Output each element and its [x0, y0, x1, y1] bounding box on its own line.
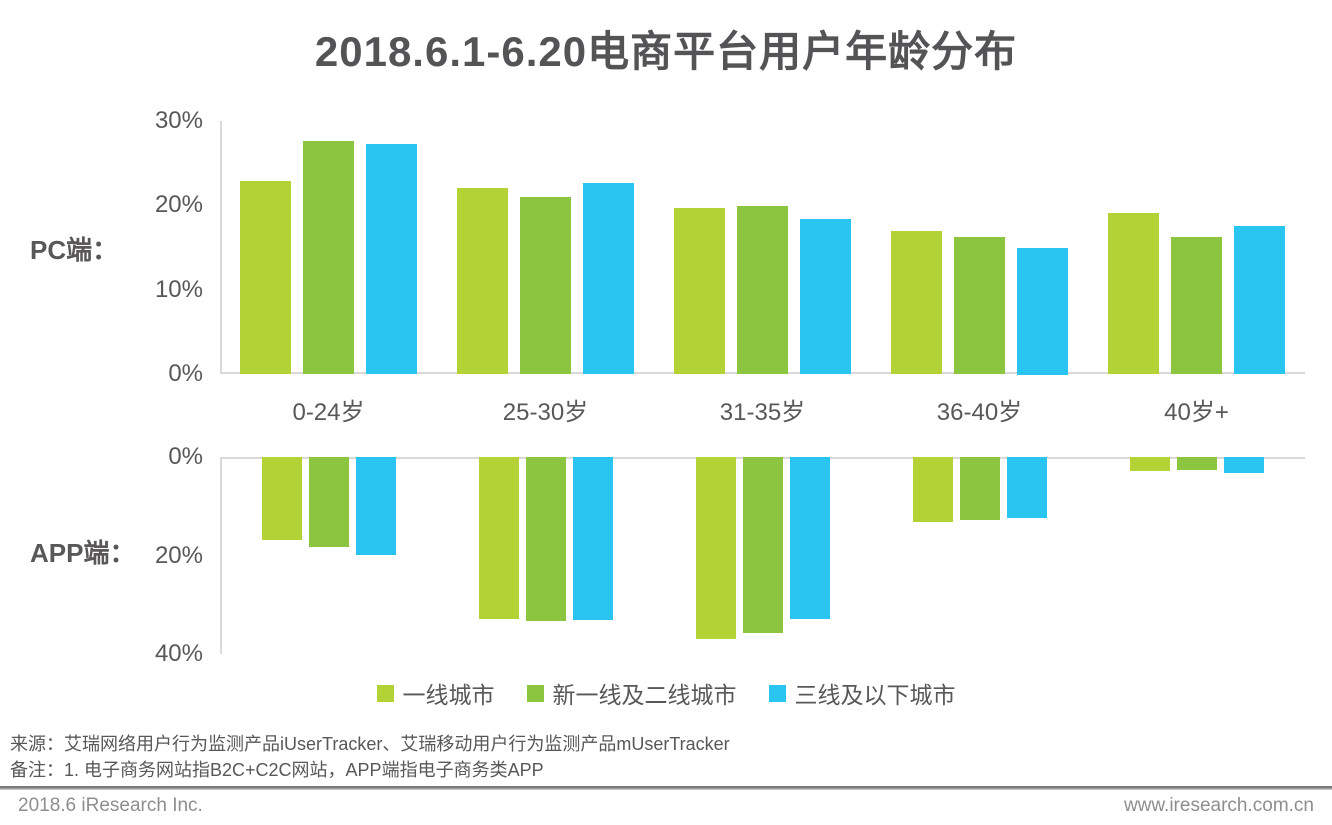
category-label: 25-30岁 [502, 399, 589, 426]
bar-pc-0-24岁-新一线及二线城市 [303, 141, 354, 374]
bar-app-31-35岁-一线城市 [696, 457, 736, 639]
bar-pc-0-24岁-一线城市 [240, 181, 291, 374]
bar-app-40岁+-一线城市 [1130, 457, 1170, 471]
note-line: 备注：1. 电子商务网站指B2C+C2C网站，APP端指电子商务类APP [10, 760, 544, 780]
divider-line [0, 786, 1332, 790]
bar-pc-0-24岁-三线及以下城市 [366, 144, 417, 374]
source-note-block: 来源：艾瑞网络用户行为监测产品iUserTracker、艾瑞移动用户行为监测产品… [10, 731, 1310, 783]
pc-side-label: PC端： [30, 235, 119, 265]
bar-pc-25-30岁-一线城市 [457, 188, 508, 374]
bar-app-36-40岁-一线城市 [913, 457, 953, 522]
legend-label: 三线及以下城市 [794, 682, 956, 708]
bar-pc-25-30岁-三线及以下城市 [583, 183, 634, 374]
bar-pc-36-40岁-一线城市 [891, 231, 942, 374]
legend-label: 一线城市 [402, 682, 495, 708]
legend-item: 一线城市 [376, 676, 495, 710]
bar-app-31-35岁-新一线及二线城市 [743, 457, 783, 633]
bar-app-25-30岁-三线及以下城市 [573, 457, 613, 620]
category-label: 40岁+ [1164, 399, 1229, 426]
bar-pc-25-30岁-新一线及二线城市 [520, 197, 571, 374]
bar-app-25-30岁-一线城市 [479, 457, 519, 619]
bar-pc-31-35岁-一线城市 [674, 208, 725, 374]
legend-swatch-icon [768, 684, 786, 702]
legend-swatch-icon [376, 684, 394, 702]
bar-app-40岁+-三线及以下城市 [1224, 457, 1264, 473]
bar-app-0-24岁-三线及以下城市 [356, 457, 396, 555]
bar-app-36-40岁-新一线及二线城市 [960, 457, 1000, 520]
bar-pc-40岁+-一线城市 [1108, 213, 1159, 374]
bar-app-31-35岁-三线及以下城市 [790, 457, 830, 619]
source-line: 来源：艾瑞网络用户行为监测产品iUserTracker、艾瑞移动用户行为监测产品… [10, 734, 730, 754]
pc-ytick-label: 30% [154, 107, 203, 134]
legend-label: 新一线及二线城市 [552, 682, 737, 708]
pc-ytick-label: 20% [154, 191, 203, 218]
legend-item: 新一线及二线城市 [526, 676, 737, 710]
legend: 一线城市 新一线及二线城市 三线及以下城市 [0, 676, 1332, 710]
bar-pc-40岁+-新一线及二线城市 [1171, 237, 1222, 374]
bar-app-0-24岁-新一线及二线城市 [309, 457, 349, 547]
app-ytick-label: 20% [154, 542, 203, 569]
footer-url: www.iresearch.com.cn [1123, 795, 1314, 816]
page-title: 2018.6.1-6.20电商平台用户年龄分布 [314, 28, 1018, 75]
pc-ytick-label: 0% [168, 360, 203, 387]
category-label: 31-35岁 [719, 399, 806, 426]
bar-pc-31-35岁-新一线及二线城市 [737, 206, 788, 374]
app-ytick-label: 0% [168, 443, 203, 470]
pc-ytick-label: 10% [154, 276, 203, 303]
bar-app-0-24岁-一线城市 [262, 457, 302, 540]
legend-swatch-icon [526, 684, 544, 702]
app-side-label: APP端： [30, 538, 136, 568]
bar-app-40岁+-新一线及二线城市 [1177, 457, 1217, 470]
category-label: 0-24岁 [292, 399, 365, 426]
footer-brand: 2018.6 iResearch Inc. [18, 795, 203, 816]
bar-app-36-40岁-三线及以下城市 [1007, 457, 1047, 518]
category-label: 36-40岁 [936, 399, 1023, 426]
app-ytick-label: 40% [154, 640, 203, 667]
bar-app-25-30岁-新一线及二线城市 [526, 457, 566, 621]
bar-pc-36-40岁-新一线及二线城市 [954, 237, 1005, 374]
legend-item: 三线及以下城市 [768, 676, 956, 710]
bar-pc-31-35岁-三线及以下城市 [800, 219, 851, 374]
bar-pc-40岁+-三线及以下城市 [1234, 226, 1285, 374]
bar-pc-36-40岁-三线及以下城市 [1017, 248, 1068, 375]
